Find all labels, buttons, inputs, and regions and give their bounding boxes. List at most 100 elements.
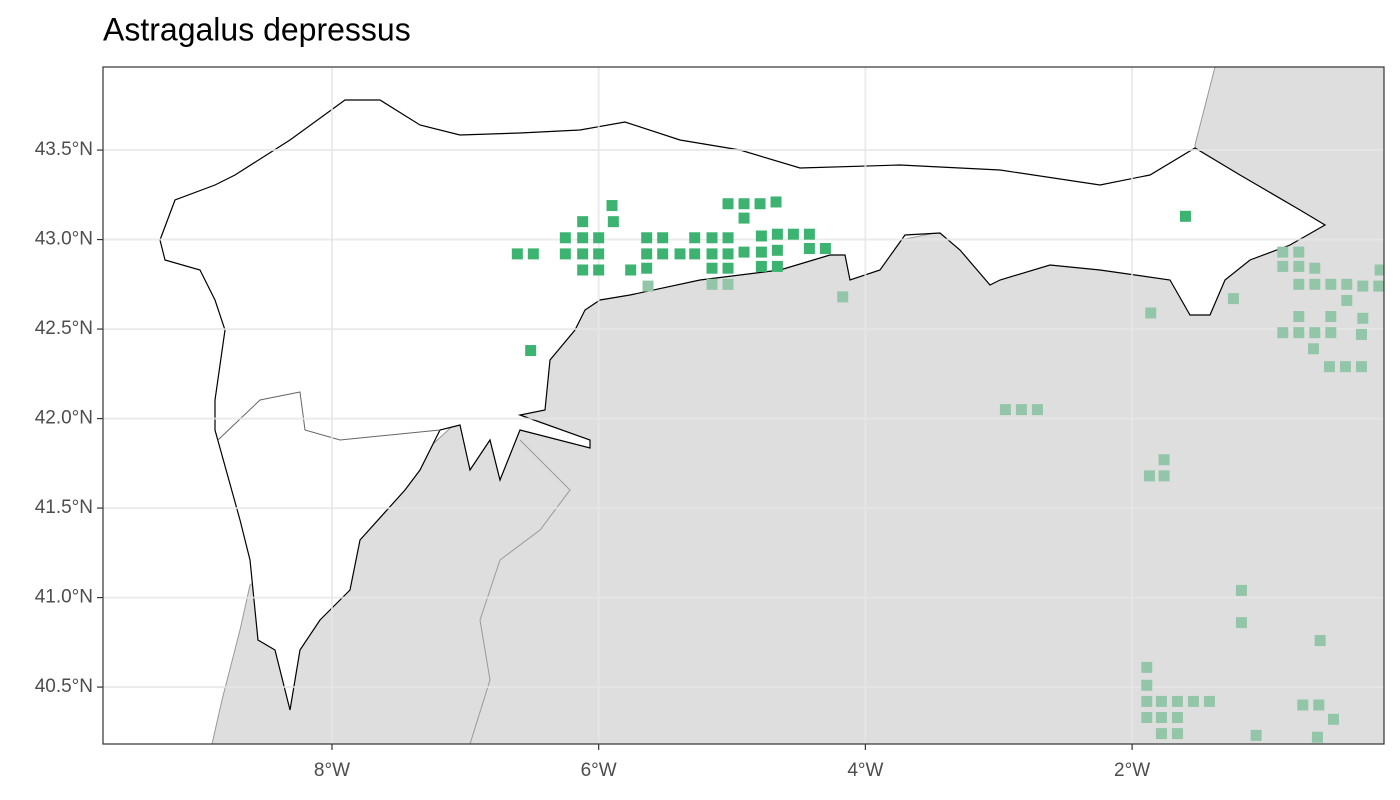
occurrence-point — [525, 345, 537, 357]
occurrence-point — [706, 232, 718, 244]
occurrence-point — [674, 248, 686, 260]
occurrence-point — [559, 248, 571, 260]
occurrence-point — [1141, 679, 1153, 691]
occurrence-point — [803, 228, 815, 240]
occurrence-point — [722, 248, 734, 260]
occurrence-point — [1187, 695, 1199, 707]
occurrence-point — [738, 246, 750, 258]
occurrence-point — [577, 264, 589, 276]
occurrence-point — [511, 248, 523, 260]
map-layer — [103, 67, 1384, 744]
x-tick-label: 8°W — [314, 760, 350, 781]
occurrence-point — [771, 260, 783, 272]
occurrence-point — [819, 243, 831, 255]
inner-border — [217, 391, 441, 441]
occurrence-point — [1293, 311, 1305, 323]
occurrence-point — [641, 232, 653, 244]
occurrence-point — [1141, 661, 1153, 673]
occurrence-point — [577, 248, 589, 260]
occurrence-point — [1277, 327, 1289, 339]
occurrence-point — [1357, 312, 1369, 324]
occurrence-point — [1313, 699, 1325, 711]
occurrence-point — [1311, 731, 1323, 743]
occurrence-point — [1179, 210, 1191, 222]
occurrence-point — [754, 198, 766, 210]
occurrence-point — [1155, 695, 1167, 707]
occurrence-point — [1357, 280, 1369, 292]
occurrence-point — [577, 232, 589, 244]
occurrence-point — [738, 198, 750, 210]
y-tick-label: 43.5°N — [35, 139, 93, 160]
axes: 8°W 6°W 4°W 2°W 40.5°N 41.0°N 41.5°N 42.0°N 42.5… — [35, 139, 1151, 781]
occurrence-point — [1171, 728, 1183, 740]
grid — [103, 67, 1384, 744]
occurrence-point — [1203, 695, 1215, 707]
occurrence-point — [1309, 278, 1321, 290]
occurrence-point — [1145, 307, 1157, 319]
occurrence-point — [1277, 246, 1289, 258]
region — [159, 99, 1327, 711]
occurrence-point — [1309, 327, 1321, 339]
occurrence-point — [606, 200, 618, 212]
y-tick-label: 41.0°N — [35, 587, 93, 608]
occurrence-point — [1155, 728, 1167, 740]
occurrence-point — [689, 232, 701, 244]
occurrence-point — [999, 404, 1011, 416]
occurrence-point — [1355, 328, 1367, 340]
occurrence-point — [755, 260, 767, 272]
occurrence-point — [657, 248, 669, 260]
y-tick-label: 40.5°N — [35, 676, 93, 697]
x-tick-label: 2°W — [1114, 760, 1150, 781]
occurrence-point — [1227, 293, 1239, 305]
occurrence-point — [787, 228, 799, 240]
occurrence-point — [1250, 729, 1262, 741]
occurrence-point — [1031, 404, 1043, 416]
occurrence-point — [1341, 294, 1353, 306]
occurrence-point — [577, 216, 589, 228]
occurrence-point — [1235, 617, 1247, 629]
occurrence-point — [1307, 343, 1319, 355]
occurrence-point — [1341, 278, 1353, 290]
occurrence-point — [593, 232, 605, 244]
points — [511, 196, 1384, 743]
occurrence-point — [837, 291, 849, 303]
occurrence-point — [1158, 454, 1170, 466]
occurrence-point — [722, 232, 734, 244]
occurrence-point — [1339, 361, 1351, 373]
occurrence-point — [1297, 699, 1309, 711]
occurrence-point — [722, 278, 734, 290]
y-tick-label: 42.5°N — [35, 318, 93, 339]
occurrence-point — [1141, 695, 1153, 707]
occurrence-point — [625, 264, 637, 276]
occurrence-point — [722, 262, 734, 274]
occurrence-point — [1293, 246, 1305, 258]
occurrence-point — [1293, 278, 1305, 290]
occurrence-point — [593, 248, 605, 260]
chart-title: Astragalus depressus — [103, 11, 411, 47]
occurrence-point — [559, 232, 571, 244]
occurrence-point — [1327, 713, 1339, 725]
occurrence-point — [771, 228, 783, 240]
occurrence-point — [1374, 264, 1384, 276]
occurrence-point — [1323, 361, 1335, 373]
panel-border — [102, 66, 1385, 745]
occurrence-point — [1355, 361, 1367, 373]
occurrence-point — [1158, 470, 1170, 482]
occurrence-point — [1293, 327, 1305, 339]
occurrence-point — [641, 262, 653, 274]
occurrence-point — [1309, 262, 1321, 274]
occurrence-point — [722, 198, 734, 210]
occurrence-point — [1235, 584, 1247, 596]
occurrence-point — [706, 248, 718, 260]
occurrence-point — [1171, 695, 1183, 707]
occurrence-point — [1325, 311, 1337, 323]
inner-border — [469, 439, 571, 744]
y-tick-label: 41.5°N — [35, 497, 93, 518]
occurrence-point — [1325, 278, 1337, 290]
occurrence-point — [527, 248, 539, 260]
occurrence-point — [642, 280, 654, 292]
occurrence-point — [803, 243, 815, 255]
occurrence-point — [593, 264, 605, 276]
occurrence-point — [1293, 260, 1305, 272]
